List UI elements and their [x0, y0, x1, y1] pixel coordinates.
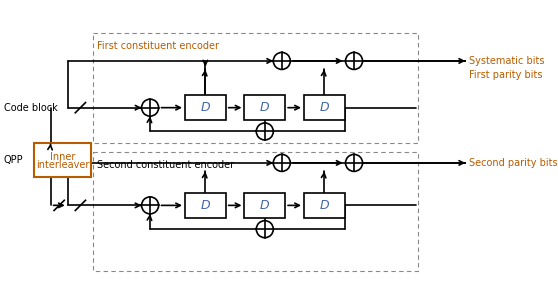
Text: D: D — [260, 101, 270, 114]
Circle shape — [142, 197, 158, 214]
Bar — [93, 152, 418, 271]
Circle shape — [273, 53, 290, 69]
Bar — [304, 95, 345, 120]
Circle shape — [345, 154, 363, 172]
Text: First constituent encoder: First constituent encoder — [97, 41, 219, 51]
Bar — [185, 95, 226, 120]
Text: Second parity bits: Second parity bits — [469, 158, 557, 168]
Text: interleaver: interleaver — [36, 160, 89, 170]
Bar — [244, 95, 285, 120]
Text: D: D — [260, 199, 270, 212]
Bar — [185, 193, 226, 218]
Bar — [244, 193, 285, 218]
Circle shape — [273, 154, 290, 172]
Circle shape — [142, 99, 158, 116]
Bar — [304, 193, 345, 218]
Text: D: D — [320, 199, 329, 212]
Circle shape — [345, 53, 363, 69]
Text: Systematic bits: Systematic bits — [469, 56, 544, 66]
Text: Inner: Inner — [50, 152, 75, 162]
Text: Second constituent encoder: Second constituent encoder — [97, 160, 234, 170]
Text: Code block: Code block — [4, 103, 57, 113]
Text: First parity bits: First parity bits — [469, 70, 542, 80]
Text: D: D — [320, 101, 329, 114]
Circle shape — [256, 221, 273, 238]
Bar — [33, 143, 92, 177]
Text: D: D — [200, 199, 210, 212]
Circle shape — [256, 123, 273, 140]
Text: D: D — [200, 101, 210, 114]
Text: QPP: QPP — [4, 155, 23, 165]
Bar — [93, 33, 418, 143]
